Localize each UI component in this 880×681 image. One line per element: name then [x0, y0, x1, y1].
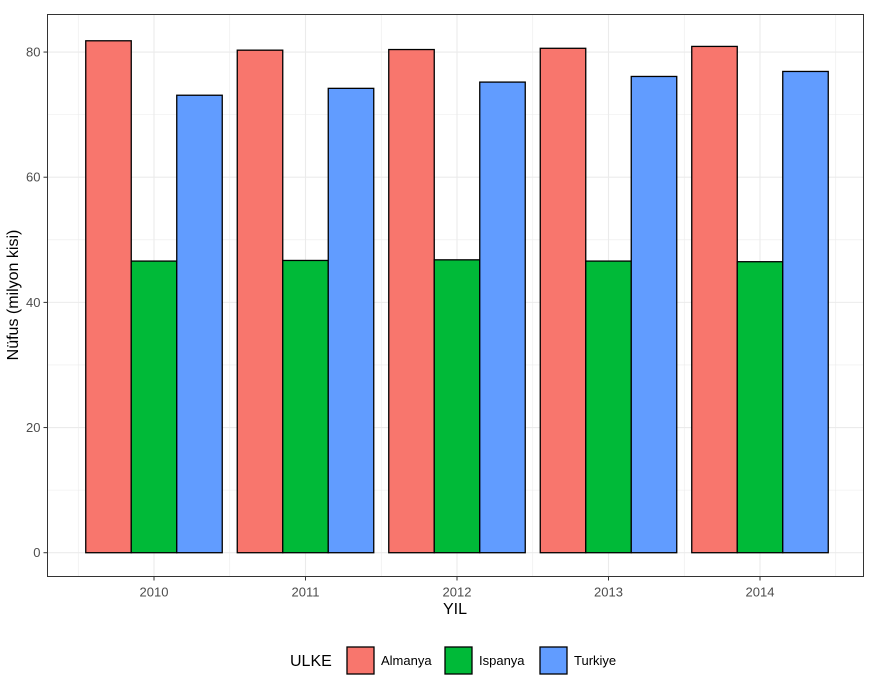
y-axis: 0 20 40 60 80: [26, 45, 48, 560]
bar-ispanya-2011: [282, 259, 329, 554]
bar-ispanya-2012: [433, 259, 481, 554]
legend-key-ispanya: [444, 646, 473, 675]
bar-turkiye-2013: [630, 75, 678, 554]
legend-label-almanya: Almanya: [381, 653, 432, 668]
x-tick-label: 2012: [443, 585, 472, 600]
y-axis-title: Nüfus (milyon kisi): [5, 230, 22, 361]
x-axis: 2010 2011 2012 2013 2014: [140, 576, 775, 600]
bars: [85, 40, 829, 554]
x-tick-label: 2013: [594, 585, 623, 600]
bar-turkiye-2011: [327, 87, 375, 554]
legend-title: ULKE: [290, 653, 332, 670]
bar-almanya-2011: [236, 49, 284, 554]
bar-ispanya-2013: [585, 260, 632, 554]
legend-key-turkiye: [539, 646, 568, 675]
x-axis-title: YIL: [443, 601, 467, 618]
bar-turkiye-2012: [479, 81, 526, 554]
bar-almanya-2014: [691, 45, 738, 554]
legend-key-almanya: [346, 646, 375, 675]
bar-ispanya-2014: [736, 261, 784, 554]
x-tick-label: 2011: [292, 585, 320, 600]
y-tick-label: 20: [26, 420, 40, 435]
legend: ULKE Almanya Ispanya Turkiye: [290, 646, 616, 675]
bar-almanya-2012: [388, 48, 435, 554]
bar-turkiye-2014: [782, 70, 829, 554]
bar-turkiye-2010: [176, 94, 223, 554]
bar-almanya-2010: [85, 40, 132, 554]
y-tick-label: 0: [33, 545, 40, 560]
bar-almanya-2013: [539, 47, 587, 554]
bar-ispanya-2010: [130, 260, 178, 554]
x-tick-label: 2014: [746, 585, 775, 600]
legend-label-turkiye: Turkiye: [574, 653, 616, 668]
y-tick-label: 60: [26, 170, 40, 185]
panel-border: [47, 14, 864, 577]
legend-label-ispanya: Ispanya: [479, 653, 525, 668]
y-tick-label: 80: [26, 45, 40, 60]
y-tick-label: 40: [26, 295, 40, 310]
x-tick-label: 2010: [140, 585, 169, 600]
